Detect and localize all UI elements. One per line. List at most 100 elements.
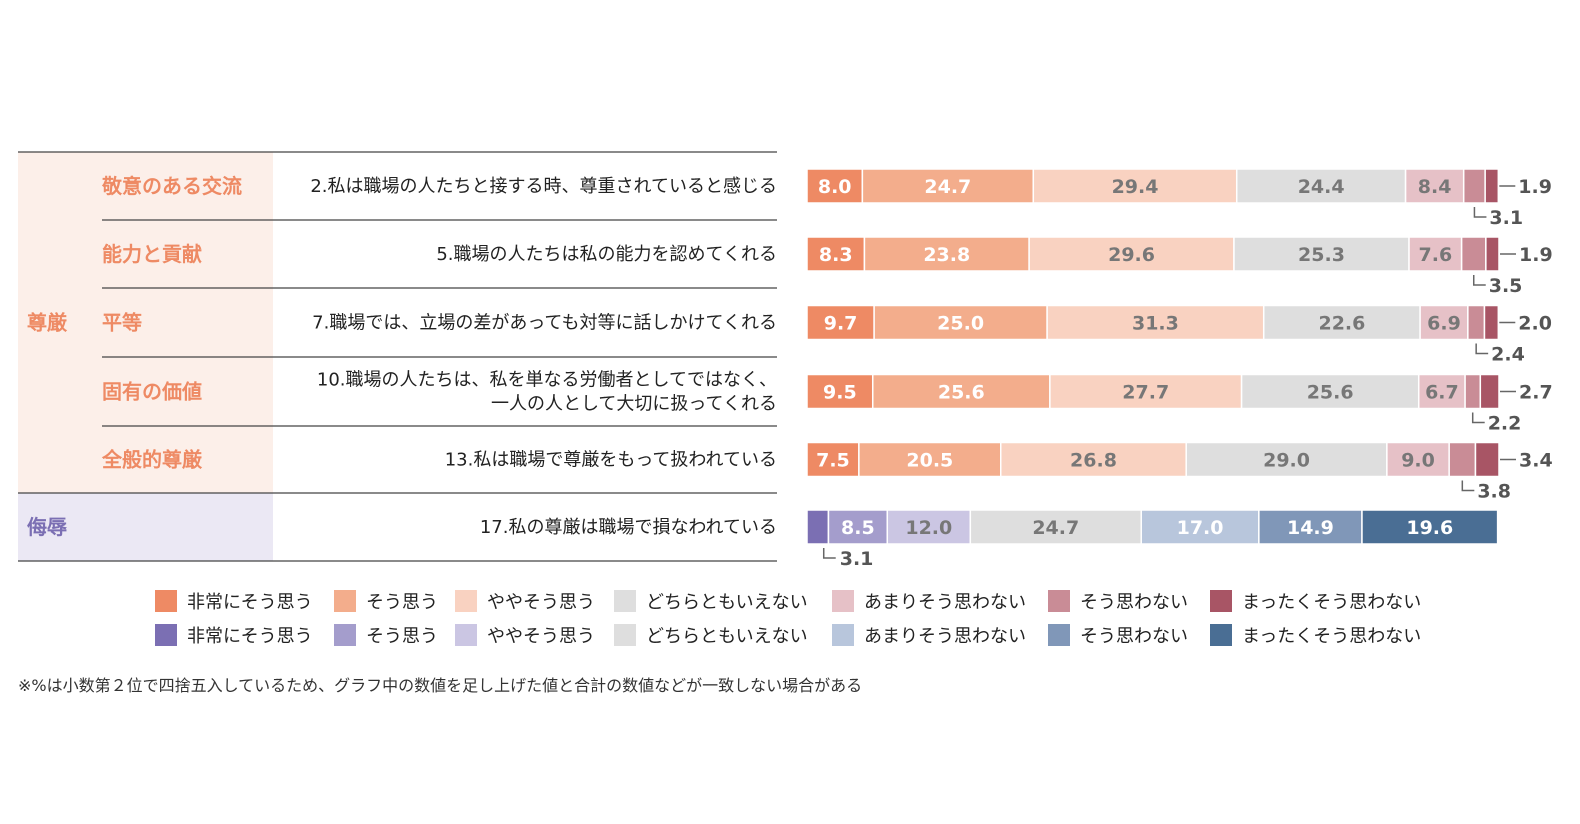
legend-label: どちらともいえない: [646, 626, 808, 647]
legend-label: そう思わない: [1080, 592, 1188, 613]
bar-segment: [806, 509, 830, 545]
bar-segment: [858, 441, 1002, 478]
value-label: 27.7: [1122, 382, 1169, 404]
value-label: 24.7: [924, 176, 971, 198]
value-label: 25.3: [1298, 244, 1345, 266]
value-label: 2.2: [1488, 413, 1522, 435]
group-background-dignity: [18, 152, 273, 493]
legend-label: 非常にそう思う: [187, 592, 313, 613]
value-label: 26.8: [1070, 450, 1117, 472]
value-label: 2.7: [1519, 382, 1553, 404]
value-label: 6.9: [1427, 313, 1461, 335]
legend-swatch: [1048, 624, 1070, 646]
bar-segment: [1049, 373, 1243, 410]
bar-segment: [969, 509, 1142, 545]
legend-swatch: [334, 624, 356, 646]
value-label: 20.5: [906, 450, 953, 472]
bar-segment: [1262, 304, 1421, 341]
legend-swatch: [334, 590, 356, 612]
bar-segment: [1235, 168, 1407, 204]
subgroup-label: 全般的尊厳: [101, 448, 203, 472]
bar-segment: [1462, 168, 1486, 204]
legend-swatch: [614, 590, 636, 612]
value-label: 19.6: [1406, 517, 1453, 539]
bar-segment: [1032, 168, 1238, 204]
legend-label: まったくそう思わない: [1242, 592, 1421, 613]
bar-segment: [1479, 373, 1500, 410]
value-label: 3.1: [840, 548, 874, 570]
legend: 非常にそう思う そう思う ややそう思う どちらともいえない あまりそう思わない そう思わな…: [155, 590, 1421, 647]
bar-segment: [1361, 509, 1499, 545]
value-label: 6.7: [1425, 382, 1459, 404]
value-label: 12.0: [905, 517, 952, 539]
value-label: 9.7: [824, 313, 858, 335]
bar-segment: [873, 304, 1048, 341]
callout-line: [1461, 480, 1475, 492]
value-label: 1.9: [1518, 176, 1552, 198]
subgroup-label: 能力と貢献: [102, 242, 202, 266]
legend-swatch: [155, 624, 177, 646]
bar-segment: [863, 236, 1030, 272]
bar-segment: [871, 373, 1051, 410]
legend-swatch: [455, 590, 477, 612]
question-text: 10.職場の人たちは、私を単なる労働者としてではなく、: [317, 370, 777, 391]
question-text: 2.私は職場の人たちと接する時、尊重されていると感じる: [310, 176, 777, 197]
callout-line: [1475, 343, 1489, 355]
legend-label: ややそう思う: [487, 626, 595, 647]
callout-line: [822, 548, 836, 559]
value-label: 2.0: [1518, 313, 1552, 335]
bar-segment: [1467, 304, 1486, 341]
legend-swatch: [1210, 624, 1232, 646]
value-label: 25.0: [937, 313, 984, 335]
legend-label: まったくそう思わない: [1242, 626, 1421, 647]
question-text: 一人の人として大切に扱ってくれる: [491, 394, 777, 415]
group-label-dignity: 尊厳: [27, 311, 68, 335]
legend-swatch: [455, 624, 477, 646]
value-label: 3.5: [1489, 275, 1523, 297]
legend-label: そう思う: [366, 592, 438, 613]
bar-segment: [1404, 168, 1465, 204]
legend-label: そう思う: [366, 626, 438, 647]
value-label: 25.6: [938, 382, 985, 404]
bar-segment: [1448, 441, 1477, 478]
legend-label: 非常にそう思う: [187, 626, 313, 647]
value-label: 9.0: [1401, 450, 1435, 472]
bar-segment: [1386, 441, 1450, 478]
group-background-humiliation: [18, 493, 273, 561]
subgroup-label: 平等: [102, 311, 142, 335]
legend-swatch: [832, 624, 854, 646]
value-label: 3.8: [1477, 481, 1511, 503]
legend-label: ややそう思う: [487, 592, 595, 613]
bar-segment: [1258, 509, 1363, 545]
bar-segment: [1483, 304, 1500, 341]
group-label-humiliation: 侮辱: [27, 515, 67, 539]
value-label: 24.4: [1298, 176, 1345, 198]
value-label: 29.6: [1108, 244, 1155, 266]
subgroup-label: 固有の価値: [102, 380, 202, 404]
legend-label: あまりそう思わない: [864, 592, 1026, 613]
value-label: 8.5: [841, 517, 875, 539]
value-label: 23.8: [923, 244, 970, 266]
bar-segment: [1028, 236, 1235, 272]
bar-segment: [806, 236, 866, 272]
value-label: 7.5: [816, 450, 850, 472]
question-text: 7.職場では、立場の差があっても対等に話しかけてくれる: [312, 313, 777, 334]
bar-segment: [806, 441, 860, 478]
value-label: 25.6: [1307, 382, 1354, 404]
value-label: 1.9: [1519, 244, 1553, 266]
callout-line: [1472, 275, 1486, 286]
footnote: ※%は小数第２位で四捨五入しているため、グラフ中の数値を足し上げた値と合計の数値…: [18, 676, 862, 695]
bar-segment: [806, 304, 875, 341]
bar-segment: [827, 509, 889, 545]
value-label: 24.7: [1032, 517, 1079, 539]
value-label: 8.4: [1418, 176, 1452, 198]
value-label: 3.1: [1489, 207, 1523, 229]
callout-line: [1471, 412, 1485, 424]
stacked-bars: 8.0 24.7 29.4 24.4 8.4 1.9 3.1 8.3 23.8 29.6 25.3 7…: [806, 168, 1553, 570]
legend-swatch: [1048, 590, 1070, 612]
bar-segment: [1485, 236, 1500, 272]
question-text: 13.私は職場で尊厳をもって扱われている: [445, 450, 777, 471]
bar-segment: [1474, 441, 1500, 478]
value-label: 22.6: [1318, 313, 1365, 335]
